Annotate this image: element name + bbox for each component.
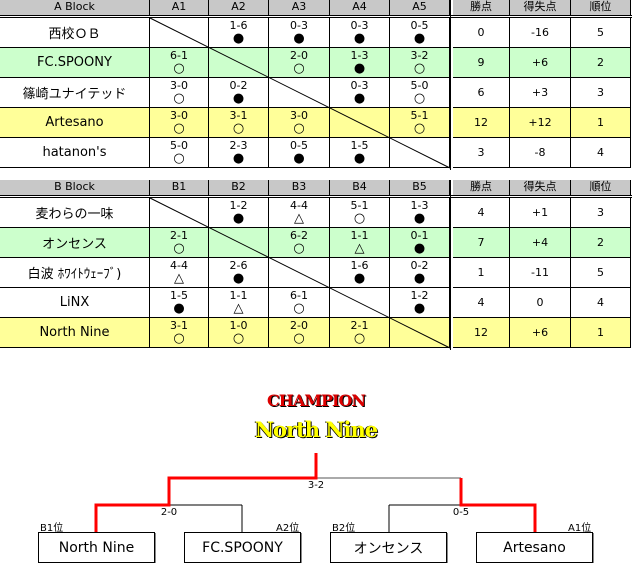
- bracket-team: FC.SPOONY: [184, 532, 301, 563]
- stat-points: 12: [453, 108, 510, 138]
- stats-header: 順位: [571, 0, 631, 15]
- column-header: A3: [269, 0, 330, 15]
- column-header: B3: [269, 180, 330, 195]
- stats-header: 得失点: [510, 0, 571, 15]
- stats-divider: [450, 0, 453, 170]
- stat-rank: 3: [571, 198, 631, 228]
- bracket-team: North Nine: [38, 532, 155, 563]
- block-table: B Block B1 B2 B3 B4 B5 勝点 得失点 順位 麦わらの一味 1-2 ● 4-4 △ 5-…: [0, 180, 632, 350]
- column-header: A4: [330, 0, 390, 15]
- stat-rank: 2: [571, 48, 631, 78]
- stats-header: 勝点: [453, 180, 510, 195]
- stat-points: 12: [453, 318, 510, 348]
- stat-diff: -16: [510, 18, 571, 48]
- bracket-team: Artesano: [476, 532, 593, 563]
- team-name: Artesano: [0, 108, 150, 138]
- column-header: B2: [209, 180, 269, 195]
- team-name: hatanon's: [0, 138, 150, 168]
- stat-points: 6: [453, 78, 510, 108]
- stat-diff: +12: [510, 108, 571, 138]
- winner-path-left: [94, 453, 318, 532]
- team-name: 篠崎ユナイテッド: [0, 78, 150, 108]
- seed-label: B1位: [40, 523, 64, 534]
- seed-label: B2位: [332, 523, 356, 534]
- team-name: 西校ＯＢ: [0, 18, 150, 48]
- column-header: A1: [150, 0, 209, 15]
- stats-divider: [450, 180, 453, 350]
- champion-name: North Nine: [254, 417, 378, 442]
- stat-rank: 2: [571, 228, 631, 258]
- stat-rank: 3: [571, 78, 631, 108]
- team-name: 麦わらの一味: [0, 198, 150, 228]
- stat-diff: +4: [510, 228, 571, 258]
- block-label: B Block: [0, 180, 150, 195]
- team-name: North Nine: [0, 318, 150, 348]
- stat-rank: 4: [571, 138, 631, 168]
- stat-points: 0: [453, 18, 510, 48]
- stat-diff: -8: [510, 138, 571, 168]
- seed-label: A2位: [276, 523, 300, 534]
- column-header: B5: [390, 180, 450, 195]
- stat-points: 4: [453, 198, 510, 228]
- semi2-score: 0-5: [452, 507, 470, 518]
- stat-diff: +1: [510, 198, 571, 228]
- winner-path-right: [459, 478, 537, 532]
- stats-header: 得失点: [510, 180, 571, 195]
- column-header: B4: [330, 180, 390, 195]
- column-header: A5: [390, 0, 450, 15]
- stat-diff: +6: [510, 318, 571, 348]
- block-label: A Block: [0, 0, 150, 15]
- stats-header: 勝点: [453, 0, 510, 15]
- header-divider: [0, 195, 632, 198]
- team-name: FC.SPOONY: [0, 48, 150, 78]
- stat-diff: +6: [510, 48, 571, 78]
- header-divider: [0, 15, 632, 18]
- block-table: A Block A1 A2 A3 A4 A5 勝点 得失点 順位 西校ＯＢ 1-6 ● 0-3 ● 0-3 ●…: [0, 0, 632, 170]
- champion-label: CHAMPION: [266, 391, 366, 410]
- stats-header: 順位: [571, 180, 631, 195]
- stat-points: 3: [453, 138, 510, 168]
- stat-rank: 1: [571, 318, 631, 348]
- stat-rank: 5: [571, 258, 631, 288]
- stat-diff: 0: [510, 288, 571, 318]
- team-name: オンセンス: [0, 228, 150, 258]
- team-name: 白波 ﾎﾜｲﾄｳｪｰﾌﾞ): [0, 258, 150, 288]
- stat-rank: 1: [571, 108, 631, 138]
- team-name: LiNX: [0, 288, 150, 318]
- final-score: 3-2: [307, 480, 325, 491]
- stat-diff: +3: [510, 78, 571, 108]
- stat-points: 7: [453, 228, 510, 258]
- stat-points: 9: [453, 48, 510, 78]
- semi1-score: 2-0: [160, 507, 178, 518]
- seed-label: A1位: [568, 523, 592, 534]
- stat-diff: -11: [510, 258, 571, 288]
- stat-rank: 4: [571, 288, 631, 318]
- stat-points: 4: [453, 288, 510, 318]
- bracket-team: オンセンス: [330, 532, 447, 563]
- stat-rank: 5: [571, 18, 631, 48]
- stat-points: 1: [453, 258, 510, 288]
- column-header: A2: [209, 0, 269, 15]
- column-header: B1: [150, 180, 209, 195]
